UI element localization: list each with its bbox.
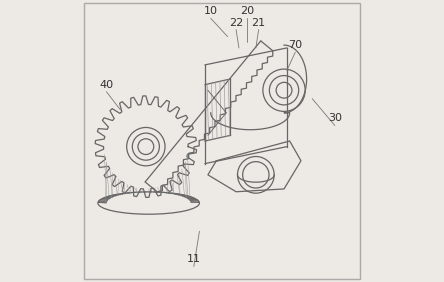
Text: 10: 10 xyxy=(204,6,218,16)
Text: 30: 30 xyxy=(328,113,342,124)
Text: 70: 70 xyxy=(288,40,302,50)
Text: 40: 40 xyxy=(99,80,114,90)
Text: 21: 21 xyxy=(252,17,266,28)
Text: 11: 11 xyxy=(187,254,201,265)
Text: 22: 22 xyxy=(229,17,243,28)
Text: 20: 20 xyxy=(240,6,254,16)
